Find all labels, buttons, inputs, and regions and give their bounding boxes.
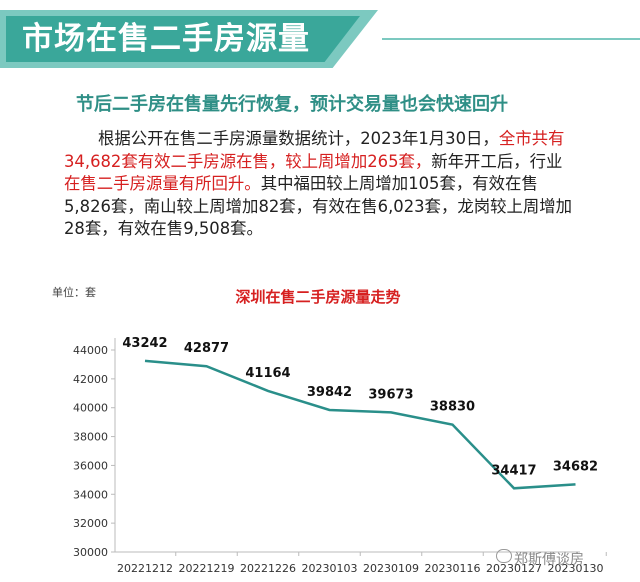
paragraph-line-1-text: 根据公开在售二手房源量数据统计，2023年1月30日， bbox=[98, 129, 499, 148]
paragraph-line-3-text: 其中福田较上周增加105套，有效在售 bbox=[260, 174, 538, 193]
data-label: 43242 bbox=[122, 336, 167, 351]
paragraph-line-3-highlight: 在售二手房源量有所回升。 bbox=[64, 174, 261, 193]
paragraph-line-5: 28套，有效在售9,508套。 bbox=[64, 219, 263, 238]
y-tick-label: 34000 bbox=[73, 488, 108, 501]
title-divider bbox=[382, 38, 640, 40]
data-label: 42877 bbox=[184, 341, 229, 356]
paragraph-line-2-text: 新年开工后，行业 bbox=[431, 151, 563, 171]
x-tick-label: 20230130 bbox=[548, 562, 604, 575]
data-label: 39673 bbox=[368, 387, 413, 402]
x-axis-ticks: 20221212 20221219 20221226 20230103 20230109… bbox=[117, 552, 607, 575]
data-label: 34682 bbox=[553, 459, 598, 474]
series-line bbox=[144, 359, 576, 490]
page-title: 市场在售二手房源量 bbox=[22, 21, 310, 57]
data-label: 39842 bbox=[307, 385, 352, 400]
x-tick-label: 20230116 bbox=[425, 562, 481, 575]
y-tick-label: 42000 bbox=[73, 373, 108, 386]
x-tick-label: 20221226 bbox=[240, 562, 296, 575]
paragraph-line-1: 根据公开在售二手房源量数据统计，2023年1月30日，全市共有 bbox=[64, 128, 620, 151]
data-label: 34417 bbox=[491, 463, 536, 478]
x-tick-label: 20221219 bbox=[179, 562, 235, 575]
chart-unit-label: 单位：套 bbox=[52, 285, 96, 299]
paragraph-line-1-highlight: 全市共有 bbox=[498, 129, 565, 148]
chart-title: 深圳在售二手房源量走势 bbox=[235, 288, 400, 306]
paragraph-line-4: 5,826套，南山较上周增加82套，有效在售6,023套，龙岗较上周增加 bbox=[64, 196, 573, 216]
data-label: 38830 bbox=[430, 400, 475, 415]
data-labels: 43242 42877 41164 39842 39673 38830 34417 34682 bbox=[122, 336, 598, 478]
x-tick-label: 20230103 bbox=[302, 562, 358, 575]
y-tick-label: 36000 bbox=[73, 459, 108, 472]
title-banner-inner bbox=[6, 16, 360, 62]
summary-paragraph: 根据公开在售二手房源量数据统计，2023年1月30日，全市共有 34,682套有… bbox=[64, 128, 620, 241]
y-tick-label: 38000 bbox=[73, 431, 108, 444]
subtitle: 节后二手房在售量先行恢复，预计交易量也会快速回升 bbox=[76, 94, 508, 115]
y-axis-ticks: 30000 32000 34000 36000 38000 40000 42000 44000 bbox=[73, 344, 115, 559]
y-tick-label: 32000 bbox=[73, 517, 108, 530]
x-tick-label: 20230109 bbox=[363, 562, 419, 575]
watermark-icon bbox=[496, 549, 512, 563]
watermark: 郑斯傅谈房 bbox=[514, 552, 584, 568]
y-tick-label: 30000 bbox=[73, 546, 108, 559]
y-tick-label: 44000 bbox=[73, 344, 108, 357]
series-line-group bbox=[144, 359, 576, 490]
paragraph-line-2: 34,682套有效二手房源在售，较上周增加265套，新年开工后，行业 bbox=[64, 151, 620, 174]
y-tick-label: 40000 bbox=[73, 402, 108, 415]
paragraph-line-2-highlight: 34,682套有效二手房源在售，较上周增加265套， bbox=[64, 151, 432, 171]
paragraph-line-3: 在售二手房源量有所回升。其中福田较上周增加105套，有效在售 bbox=[64, 173, 620, 196]
x-tick-label: 20221212 bbox=[117, 562, 173, 575]
data-label: 41164 bbox=[245, 366, 290, 381]
x-tick-label: 20230127 bbox=[486, 562, 542, 575]
